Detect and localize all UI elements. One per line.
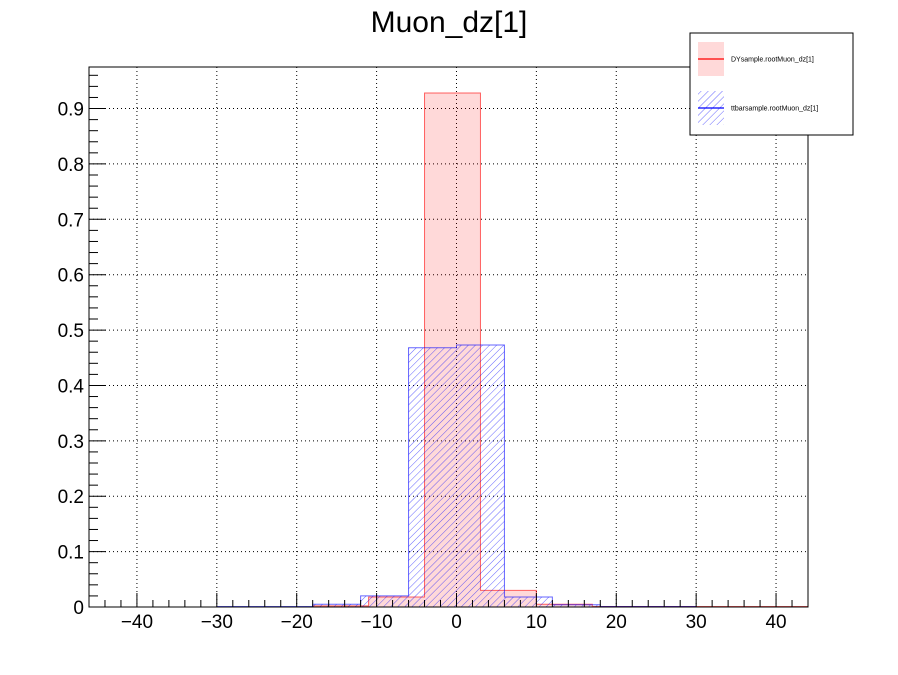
histogram-bars [89,92,808,608]
x-tick-label: −10 [360,612,392,633]
y-tick-label: 0.4 [58,376,85,397]
y-tick-label: 0.5 [58,321,84,342]
x-tick-label: 20 [606,612,627,633]
ttbar-histogram-bar [408,347,457,607]
y-tick-label: 0.7 [58,210,84,231]
y-tick-label: 0.9 [58,100,84,121]
y-tick-label: 0 [73,598,84,619]
y-tick-label: 0.3 [58,432,84,453]
x-tick-label: −30 [201,612,233,633]
ttbar-histogram-bar [504,597,553,607]
legend-label-dy: DYsample.rootMuon_dz[1] [731,57,814,64]
ttbar-histogram-bar [360,595,409,607]
y-tick-label: 0.1 [58,543,84,564]
chart-title: Muon_dz[1] [371,6,528,39]
legend: DYsample.rootMuon_dz[1] ttbarsample.rootM… [689,32,854,136]
legend-label-ttbar: ttbarsample.rootMuon_dz[1] [731,106,818,113]
x-tick-label: 40 [765,612,786,633]
x-tick-label: −20 [281,612,313,633]
x-tick-label: −40 [121,612,153,633]
x-tick-label: 30 [686,612,707,633]
ttbar-histogram-bar [312,604,361,607]
axes: −40 −30 −20 −10 0 10 20 30 40 0 0.1 0.2 0.3 0.4 0.5 0.6… [58,66,809,633]
y-tick-label: 0.2 [58,487,84,508]
ttbar-histogram-bar [552,604,601,607]
x-tick-label: 0 [451,612,462,633]
y-tick-label: 0.8 [58,155,84,176]
y-tick-label: 0.6 [58,266,84,287]
x-tick-label: 10 [526,612,547,633]
ttbar-histogram-bar [456,345,505,607]
plot-frame [88,66,809,608]
